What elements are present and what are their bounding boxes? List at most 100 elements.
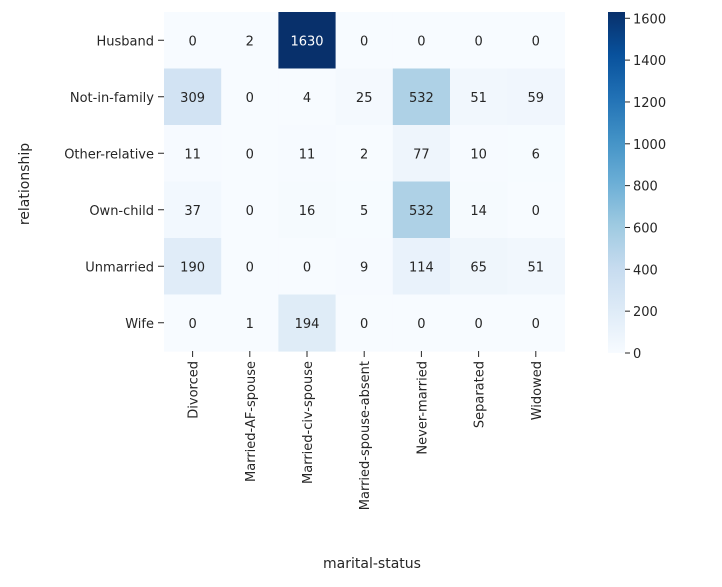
cell-value-label: 532	[409, 91, 434, 106]
heatmap-cell	[164, 181, 222, 239]
heatmap-cell	[164, 68, 222, 126]
y-axis-title: relationship	[17, 143, 33, 225]
heatmap-cell	[335, 181, 394, 239]
cell-value-label: 4	[303, 91, 311, 106]
cell-value-label: 194	[295, 317, 320, 332]
x-axis: Divorced Married-AF-spouse Married-civ-spo…	[187, 351, 545, 510]
heatmap-cell	[221, 294, 279, 352]
colorbar-tick-label: 0	[633, 347, 641, 362]
heatmap-cell	[392, 125, 451, 183]
heatmap-cell	[450, 125, 508, 183]
cell-value-label: 0	[188, 34, 196, 49]
cell-value-label: 114	[409, 260, 434, 275]
cell-value-label: 16	[299, 204, 316, 219]
colorbar-tick-label: 1600	[633, 12, 666, 27]
heatmap-cell	[450, 294, 508, 352]
cell-value-label: 0	[246, 91, 254, 106]
colorbar-tick-label: 1200	[633, 96, 666, 111]
cell-value-label: 190	[180, 260, 205, 275]
x-tick-label: Divorced	[187, 361, 202, 419]
cell-value-label: 0	[532, 204, 540, 219]
heatmap-cell	[450, 181, 508, 239]
heatmap-cell	[164, 12, 222, 70]
heatmap-cell	[221, 125, 279, 183]
y-tick-label: Not-in-family	[70, 91, 154, 106]
cell-value-label: 0	[417, 34, 425, 49]
cell-value-label: 6	[532, 147, 540, 162]
colorbar-tick-label: 400	[633, 263, 658, 278]
heatmap-cell	[507, 68, 565, 126]
heatmap-cell	[450, 238, 508, 296]
colorbar-tick-label: 1400	[633, 54, 666, 69]
x-tick-label: Widowed	[530, 361, 545, 420]
cell-value-label: 51	[470, 91, 487, 106]
heatmap-cell	[164, 125, 222, 183]
heatmap-cell	[507, 125, 565, 183]
x-tick-label: Married-civ-spouse	[301, 361, 316, 484]
y-tick-label: Own-child	[89, 204, 154, 219]
heatmap-cell	[392, 68, 451, 126]
colorbar: 0 200 400 600 800 1000 1200 1400 1600	[608, 12, 666, 362]
cell-value-label: 1	[246, 317, 254, 332]
colorbar-tick-label: 600	[633, 221, 658, 236]
cell-value-label: 0	[188, 317, 196, 332]
colorbar-gradient	[608, 12, 625, 353]
cell-value-label: 309	[180, 91, 205, 106]
heatmap-cell	[221, 12, 279, 70]
cell-value-label: 11	[184, 147, 201, 162]
cell-value-label: 0	[360, 317, 368, 332]
heatmap-cell	[392, 238, 451, 296]
heatmap-cell	[278, 68, 337, 126]
heatmap-cell	[335, 125, 394, 183]
cell-value-label: 0	[474, 317, 482, 332]
cell-value-label: 5	[360, 204, 368, 219]
heatmap-cell	[221, 181, 279, 239]
y-axis: Husband Not-in-family Other-relative Own-ch…	[64, 34, 164, 332]
cell-value-label: 77	[413, 147, 430, 162]
heatmap-cell	[164, 238, 222, 296]
heatmap-cell	[507, 294, 565, 352]
cell-value-label: 1630	[290, 34, 323, 49]
cell-value-label: 532	[409, 204, 434, 219]
x-axis-title: marital-status	[323, 556, 421, 572]
cell-value-label: 51	[528, 260, 545, 275]
colorbar-tick-label: 800	[633, 180, 658, 195]
heatmap-cell	[278, 238, 337, 296]
cell-value-label: 0	[532, 317, 540, 332]
cell-value-label: 0	[360, 34, 368, 49]
cell-value-label: 0	[246, 147, 254, 162]
cell-value-label: 9	[360, 260, 368, 275]
heatmap-cell	[507, 181, 565, 239]
x-tick-label: Married-AF-spouse	[244, 361, 259, 482]
heatmap-cell	[221, 238, 279, 296]
heatmap-cell	[164, 294, 222, 352]
heatmap-cell	[392, 294, 451, 352]
heatmap-cell	[392, 181, 451, 239]
heatmap-cells	[164, 12, 565, 352]
cell-value-label: 0	[246, 204, 254, 219]
heatmap-cell	[507, 238, 565, 296]
cell-value-label: 37	[184, 204, 201, 219]
heatmap-cell	[450, 68, 508, 126]
heatmap-cell	[392, 12, 451, 70]
y-tick-label: Husband	[97, 34, 155, 49]
cell-value-label: 25	[356, 91, 373, 106]
cell-value-label: 0	[532, 34, 540, 49]
cell-value-label: 2	[360, 147, 368, 162]
y-tick-label: Other-relative	[64, 147, 154, 162]
heatmap-cell	[335, 238, 394, 296]
x-tick-label: Never-married	[415, 361, 430, 455]
x-tick-label: Married-spouse-absent	[358, 361, 373, 510]
heatmap-cell	[335, 68, 394, 126]
cell-value-label: 2	[246, 34, 254, 49]
y-tick-label: Unmarried	[85, 260, 154, 275]
cell-value-label: 0	[303, 260, 311, 275]
heatmap-cell	[335, 12, 394, 70]
cell-value-label: 65	[470, 260, 487, 275]
heatmap-cell	[278, 125, 337, 183]
heatmap-cell	[335, 294, 394, 352]
heatmap-cell	[278, 294, 337, 352]
heatmap-cell	[278, 12, 337, 70]
